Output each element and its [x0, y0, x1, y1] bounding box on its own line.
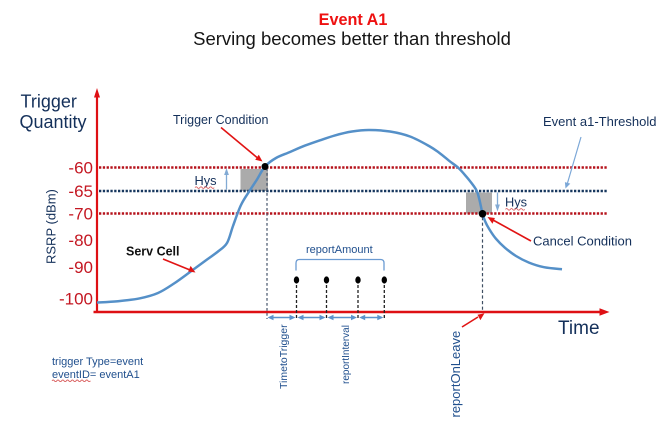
svg-text:-90: -90	[68, 258, 93, 277]
svg-text:reportAmount: reportAmount	[306, 244, 373, 256]
svg-text:Serv Cell: Serv Cell	[126, 245, 180, 259]
svg-text:Cancel Condition: Cancel Condition	[533, 234, 632, 249]
svg-text:Time: Time	[558, 318, 600, 339]
svg-text:-100: -100	[59, 290, 93, 309]
svg-text:Hys: Hys	[505, 195, 527, 210]
svg-text:Serving becomes better than th: Serving becomes better than threshold	[193, 28, 511, 49]
svg-text:trigger Type=event: trigger Type=event	[52, 356, 143, 368]
svg-text:Event A1: Event A1	[319, 11, 388, 29]
svg-text:-60: -60	[68, 159, 93, 178]
svg-text:Trigger: Trigger	[21, 92, 77, 112]
svg-text:RSRP (dBm): RSRP (dBm)	[44, 189, 59, 264]
svg-text:eventID= eventA1: eventID= eventA1	[52, 369, 140, 381]
svg-text:-80: -80	[68, 231, 93, 250]
svg-text:reportOnLeave: reportOnLeave	[448, 331, 463, 418]
svg-text:reportInterval: reportInterval	[341, 325, 352, 384]
svg-text:Hys: Hys	[195, 173, 217, 188]
svg-text:-70: -70	[68, 205, 93, 224]
svg-text:Quantity: Quantity	[20, 112, 87, 132]
svg-text:-65: -65	[68, 182, 93, 201]
svg-text:Event a1-Threshold: Event a1-Threshold	[543, 114, 656, 129]
svg-text:Trigger Condition: Trigger Condition	[173, 113, 268, 127]
svg-text:TimetoTrigger: TimetoTrigger	[278, 324, 290, 389]
